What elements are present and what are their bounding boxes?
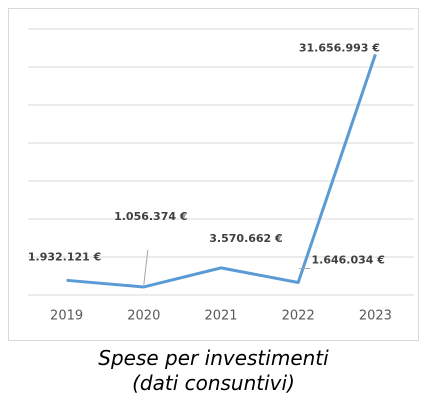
x-tick-label: 2021 <box>204 309 237 324</box>
line <box>66 53 377 289</box>
chart: 2019 2020 2021 2022 2023 1.932.121 € 1.056.374… <box>8 8 419 341</box>
x-tick-label: 2020 <box>127 309 160 324</box>
value-label: 3.570.662 € <box>209 232 282 245</box>
value-label: 1.646.034 € <box>311 253 384 266</box>
x-tick-label: 2023 <box>359 309 392 324</box>
leader-line <box>143 249 149 286</box>
value-label: 1.932.121 € <box>28 250 101 263</box>
x-tick-label: 2022 <box>282 309 315 324</box>
chart-title: Spese per investimenti (dati consuntivi) <box>98 346 329 395</box>
x-tick-label: 2019 <box>50 309 83 324</box>
title-box: Spese per investimenti (dati consuntivi) <box>0 346 427 396</box>
value-label: 31.656.993 € <box>299 41 380 54</box>
chart-frame <box>8 8 419 341</box>
value-label: 1.056.374 € <box>114 210 187 223</box>
